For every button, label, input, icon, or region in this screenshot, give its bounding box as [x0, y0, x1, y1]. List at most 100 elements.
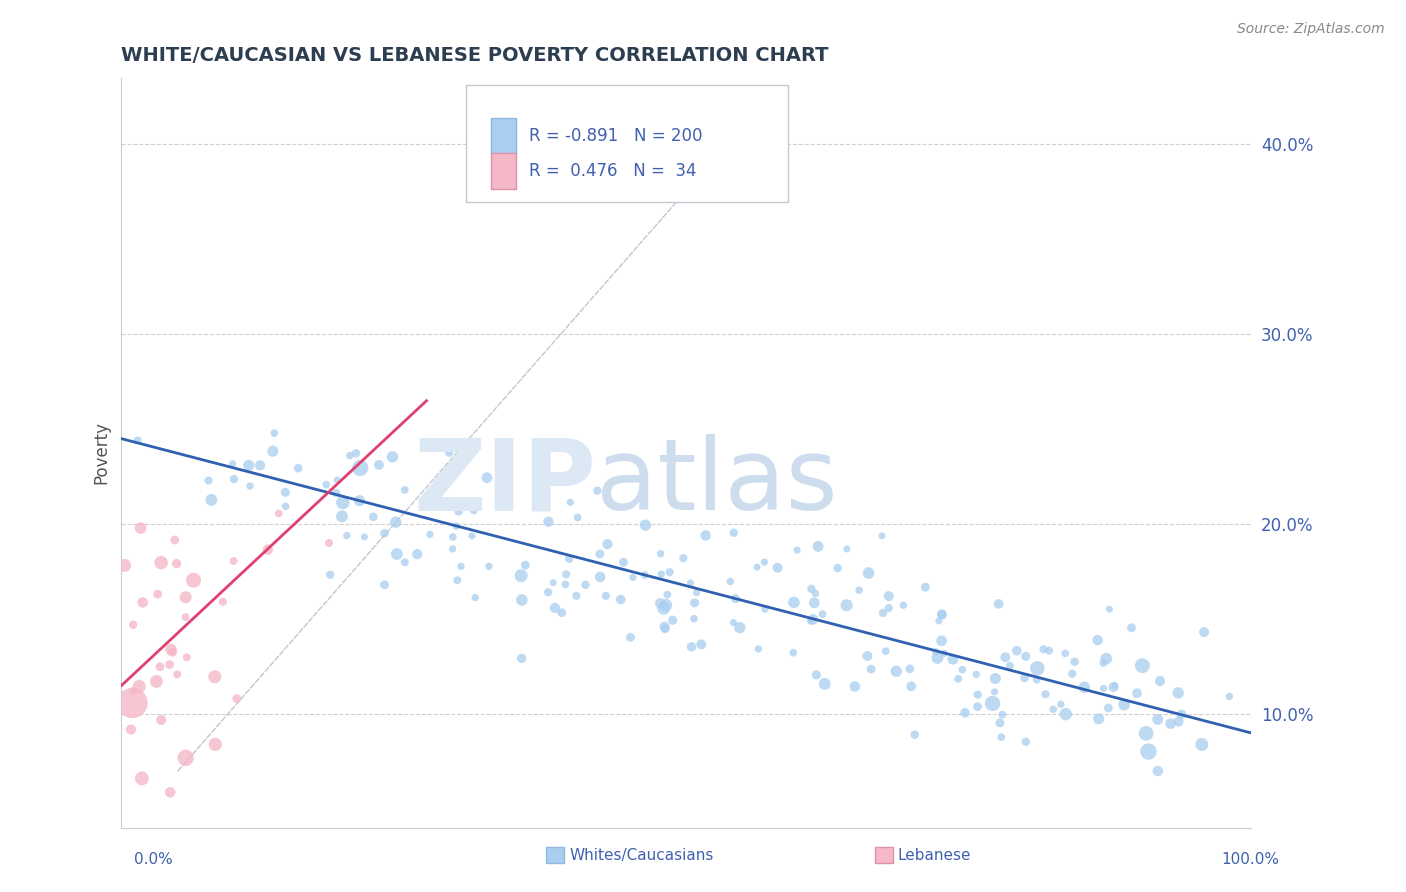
Point	[634, 518, 657, 533]
Point	[204, 670, 226, 684]
Point	[589, 570, 612, 584]
Point	[804, 586, 827, 600]
Point	[574, 578, 596, 592]
Point	[394, 483, 416, 497]
Point	[1015, 649, 1038, 664]
Point	[461, 529, 484, 543]
Point	[994, 650, 1017, 665]
Point	[1135, 726, 1157, 740]
Point	[1192, 625, 1215, 640]
Point	[204, 738, 226, 752]
Point	[129, 521, 152, 535]
Text: Source: ZipAtlas.com: Source: ZipAtlas.com	[1237, 22, 1385, 37]
Point	[318, 536, 340, 550]
Point	[1170, 707, 1192, 722]
Point	[1005, 644, 1028, 658]
Point	[1087, 712, 1109, 726]
Point	[332, 495, 354, 509]
Point	[672, 551, 695, 566]
Point	[1025, 673, 1047, 687]
Text: atlas: atlas	[596, 434, 838, 532]
Point	[875, 644, 897, 658]
Point	[589, 547, 612, 561]
Point	[650, 596, 672, 610]
Point	[801, 612, 824, 626]
Point	[128, 680, 150, 694]
Point	[1062, 666, 1084, 681]
Point	[537, 585, 560, 599]
Point	[437, 446, 460, 460]
Point	[127, 434, 149, 448]
Point	[274, 500, 297, 514]
Point	[766, 560, 789, 574]
Text: 0.0%: 0.0%	[134, 852, 173, 867]
Point	[121, 696, 143, 710]
Point	[782, 646, 804, 660]
Point	[914, 580, 936, 594]
Point	[166, 557, 188, 571]
Point	[541, 575, 564, 590]
Point	[384, 515, 406, 529]
Point	[596, 537, 619, 551]
Point	[835, 599, 858, 613]
Point	[200, 492, 222, 507]
Point	[1121, 621, 1143, 635]
Point	[567, 510, 589, 524]
Point	[1137, 745, 1160, 759]
Point	[927, 651, 949, 665]
Point	[1092, 681, 1115, 696]
Point	[1149, 673, 1171, 688]
Point	[419, 527, 441, 541]
Point	[1073, 680, 1095, 694]
Point	[406, 547, 429, 561]
Point	[160, 642, 183, 657]
Point	[447, 504, 470, 518]
Point	[478, 559, 501, 574]
Point	[872, 606, 894, 620]
Point	[1095, 651, 1118, 665]
Point	[163, 533, 186, 547]
Point	[1032, 642, 1054, 657]
Point	[946, 672, 969, 686]
Point	[783, 595, 806, 609]
Point	[330, 509, 353, 524]
Point	[934, 647, 956, 661]
Point	[114, 558, 136, 573]
Point	[256, 542, 278, 557]
Point	[877, 601, 900, 615]
Point	[464, 591, 486, 605]
Point	[1191, 738, 1213, 752]
Point	[1092, 656, 1115, 670]
Point	[1015, 735, 1038, 749]
Point	[800, 614, 823, 628]
Point	[344, 446, 367, 460]
Point	[723, 615, 745, 630]
Point	[981, 697, 1004, 711]
Point	[654, 620, 676, 634]
Point	[373, 578, 395, 592]
Point	[858, 566, 880, 580]
Point	[132, 595, 155, 609]
Point	[315, 477, 337, 491]
Point	[650, 567, 672, 582]
Point	[385, 547, 408, 561]
Point	[806, 668, 828, 682]
Point	[441, 530, 464, 544]
Point	[1063, 655, 1085, 669]
Point	[1126, 686, 1149, 700]
Point	[222, 472, 245, 486]
Point	[463, 503, 485, 517]
Point	[827, 561, 849, 575]
Point	[925, 645, 948, 659]
Point	[586, 483, 609, 498]
Point	[544, 601, 567, 615]
Point	[1026, 661, 1049, 675]
Point	[176, 650, 198, 665]
Point	[183, 573, 205, 587]
Point	[657, 588, 679, 602]
Point	[336, 528, 359, 542]
Point	[225, 691, 247, 706]
Point	[515, 558, 537, 573]
Point	[353, 530, 375, 544]
Text: 100.0%: 100.0%	[1222, 852, 1279, 867]
